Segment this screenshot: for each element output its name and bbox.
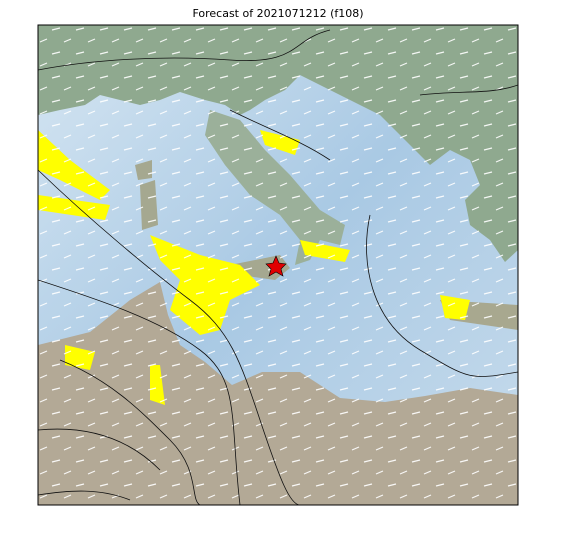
map-title: Forecast of 2021071212 (f108) <box>192 7 363 20</box>
isobars <box>38 29 518 505</box>
map-frame <box>37 24 519 506</box>
target-star <box>265 255 287 277</box>
map-area <box>38 25 518 505</box>
